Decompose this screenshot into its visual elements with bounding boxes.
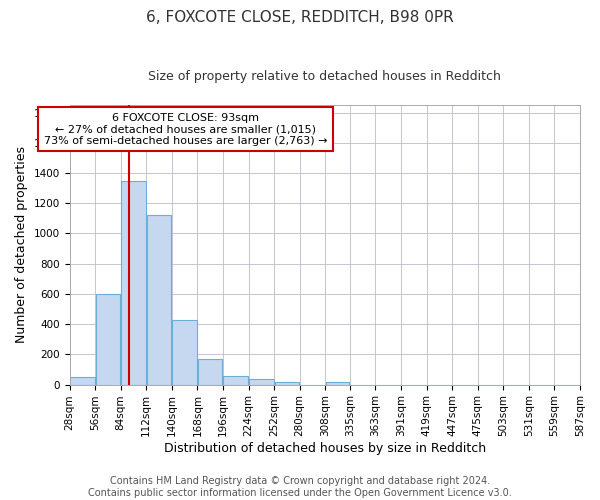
Bar: [70, 377, 95, 384]
X-axis label: Distribution of detached houses by size in Redditch: Distribution of detached houses by size …: [164, 442, 486, 455]
Bar: [275, 382, 299, 384]
Text: 6 FOXCOTE CLOSE: 93sqm
← 27% of detached houses are smaller (1,015)
73% of semi-: 6 FOXCOTE CLOSE: 93sqm ← 27% of detached…: [44, 112, 327, 146]
Text: Contains HM Land Registry data © Crown copyright and database right 2024.
Contai: Contains HM Land Registry data © Crown c…: [88, 476, 512, 498]
Title: Size of property relative to detached houses in Redditch: Size of property relative to detached ho…: [148, 70, 501, 83]
Bar: [121, 180, 146, 384]
Y-axis label: Number of detached properties: Number of detached properties: [15, 146, 28, 344]
Bar: [326, 382, 349, 384]
Bar: [249, 379, 274, 384]
Bar: [95, 294, 120, 384]
Text: 6, FOXCOTE CLOSE, REDDITCH, B98 0PR: 6, FOXCOTE CLOSE, REDDITCH, B98 0PR: [146, 10, 454, 25]
Bar: [198, 358, 223, 384]
Bar: [146, 216, 172, 384]
Bar: [172, 320, 197, 384]
Bar: [223, 376, 248, 384]
